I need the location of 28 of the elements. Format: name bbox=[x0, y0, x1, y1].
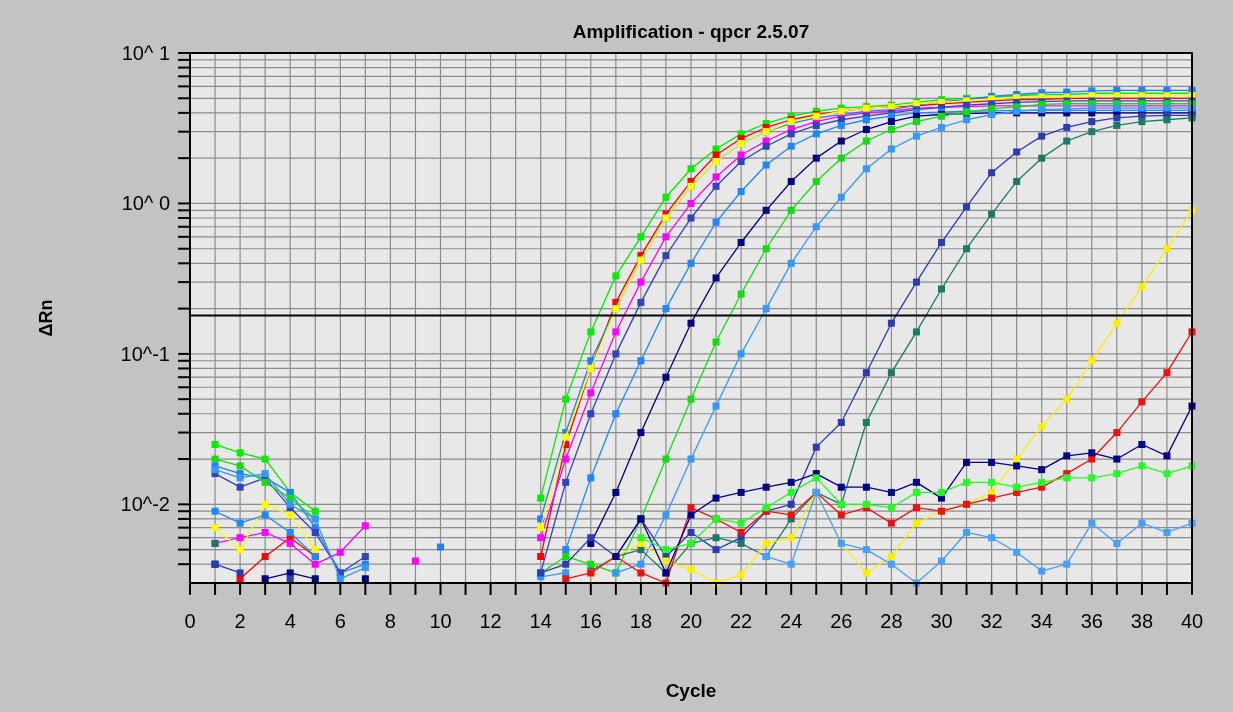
y-tick-label: 10^ 1 bbox=[121, 42, 170, 64]
y-tick-label: 10^-2 bbox=[120, 493, 170, 516]
x-tick-label: 40 bbox=[1180, 610, 1204, 632]
x-tick-label: 12 bbox=[479, 610, 502, 632]
y-tick-label: 10^-1 bbox=[120, 342, 170, 365]
x-tick-label: 18 bbox=[629, 610, 653, 632]
x-tick-label: 34 bbox=[1030, 610, 1053, 632]
x-tick-label: 10 bbox=[429, 610, 452, 632]
x-tick-label: 4 bbox=[284, 610, 296, 632]
x-tick-label: 26 bbox=[830, 610, 853, 632]
chart-title: Amplification - qpcr 2.5.07 bbox=[572, 21, 810, 42]
x-tick-label: 30 bbox=[930, 610, 953, 632]
y-tick-label: 10^ 0 bbox=[121, 192, 170, 215]
x-tick-label: 6 bbox=[334, 610, 346, 632]
x-tick-label: 28 bbox=[880, 610, 903, 632]
x-tick-label: 32 bbox=[980, 610, 1003, 632]
x-tick-label: 2 bbox=[234, 610, 246, 632]
x-axis-title: Cycle bbox=[665, 680, 717, 701]
x-tick-label: 22 bbox=[729, 610, 753, 632]
x-tick-label: 0 bbox=[184, 610, 196, 632]
x-tick-label: 38 bbox=[1130, 610, 1154, 632]
x-tick-label: 16 bbox=[579, 610, 602, 632]
x-tick-label: 20 bbox=[679, 610, 703, 632]
y-axis-title: ΔRn bbox=[36, 299, 56, 337]
x-tick-label: 14 bbox=[529, 610, 552, 632]
x-tick-label: 8 bbox=[384, 610, 396, 632]
x-tick-label: 36 bbox=[1080, 610, 1103, 632]
x-tick-label: 24 bbox=[780, 610, 803, 632]
